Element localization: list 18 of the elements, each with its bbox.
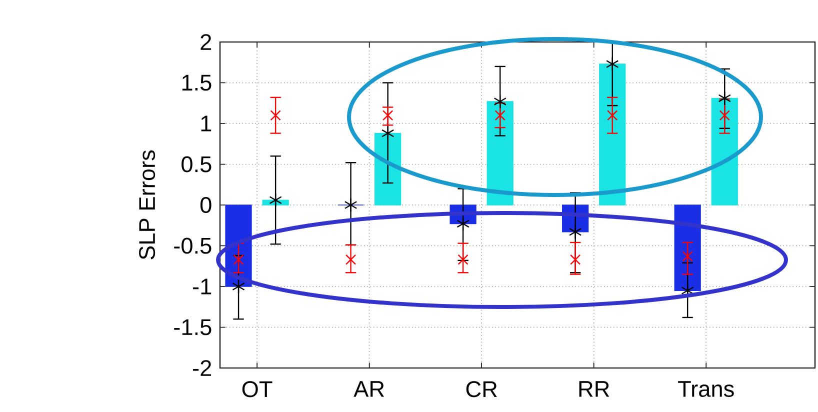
bar: [486, 101, 514, 206]
x-tick-label: CR: [466, 381, 497, 398]
bar: [599, 64, 626, 206]
y-tick-label: -2: [193, 360, 212, 376]
y-tick-label: -1.5: [174, 319, 212, 336]
y-tick-label: 1.5: [182, 74, 212, 91]
x-tick-label: OT: [242, 381, 272, 398]
x-tick-label: RR: [579, 381, 610, 397]
y-tick-label: 0: [200, 196, 212, 214]
y-tick-label: -1: [193, 278, 212, 294]
y-axis-title: SLP Errors: [139, 150, 156, 260]
x-tick-label: Trans: [678, 381, 734, 397]
y-tick-label: 1: [201, 116, 212, 132]
bar: [711, 98, 738, 206]
y-tick-label: -0.5: [174, 238, 212, 254]
y-tick-label: 2: [200, 34, 212, 50]
y-tick-label: 0.5: [182, 156, 212, 172]
x-tick-label: AR: [354, 381, 384, 397]
